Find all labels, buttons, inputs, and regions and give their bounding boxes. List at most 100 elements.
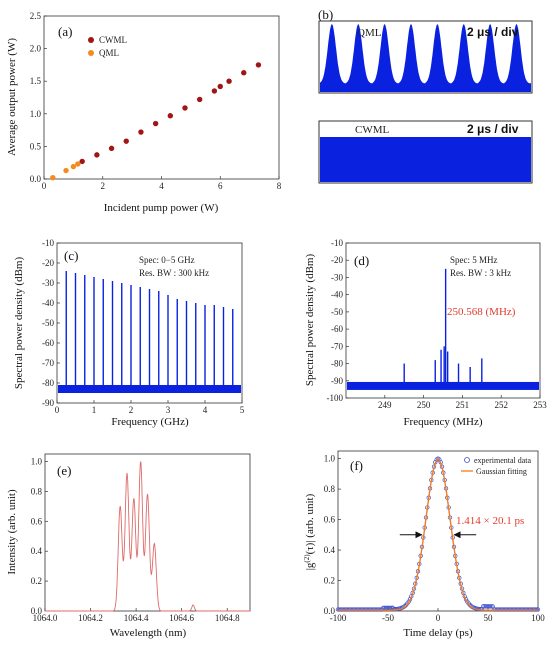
- data-point-cwml: [196, 96, 203, 103]
- y-tick-label: 1.0: [324, 454, 336, 464]
- y-tick-label: 0.5: [30, 141, 42, 151]
- x-axis-label: Wavelength (nm): [110, 627, 187, 639]
- panel-d: 249 250 251 252 253 -10 -20 -30 -40 -50 -60 -70 -80 -…: [304, 238, 547, 428]
- axes-frame: [43, 15, 280, 180]
- x-tick-label: 0: [436, 613, 441, 623]
- y-tick-label: -50: [331, 307, 343, 317]
- legend-label: experimental data: [474, 456, 532, 465]
- panel-f: -100 -50 0 50 100 0.0 0.2 0.4 0.6 0.8 1.0 (f) expe…: [303, 450, 545, 639]
- data-point-cwml: [226, 78, 232, 84]
- data-point-cwml: [79, 158, 85, 165]
- y-tick-label: 2.5: [30, 11, 42, 21]
- x-tick-label: 5: [240, 405, 245, 415]
- legend-marker-qml: [88, 50, 94, 56]
- x-tick-label: 1064.6: [169, 613, 194, 623]
- x-tick-label: 50: [484, 613, 494, 623]
- axes-frame: [345, 242, 541, 399]
- legend-marker-experimental: [464, 457, 470, 463]
- y-tick-label: -40: [331, 290, 343, 300]
- y-tick-label: -70: [331, 341, 343, 351]
- x-tick-label: 252: [494, 400, 508, 410]
- annotation-spec: Spec: 0−5 GHz: [139, 255, 195, 265]
- data-point-cwml: [211, 88, 218, 94]
- y-tick-label: -70: [42, 358, 54, 368]
- y-tick-label: -10: [331, 238, 343, 248]
- panel-b: (b) QML 2 μs / div CWML 2 μs / div: [318, 7, 533, 184]
- time-scale-label: 2 μs / div: [467, 122, 519, 136]
- annotation-resbw: Res. BW : 300 kHz: [139, 268, 209, 278]
- data-point-cwml: [138, 129, 144, 135]
- x-tick-label: 0: [42, 181, 47, 191]
- y-tick-label: -20: [331, 255, 343, 265]
- y-axis-label: Average output power (W): [6, 38, 18, 156]
- data-point-cwml: [255, 62, 262, 68]
- legend-label: QML: [99, 48, 119, 58]
- y-tick-label: 0.2: [31, 576, 42, 586]
- data-point-qml: [50, 174, 56, 181]
- x-tick-label: -100: [330, 613, 347, 623]
- cwml-trace: [320, 137, 531, 182]
- data-point-experimental: [483, 604, 489, 609]
- y-tick-label: 0.0: [31, 606, 43, 616]
- x-tick-label: 0: [55, 405, 60, 415]
- y-tick-label: -60: [331, 324, 343, 334]
- y-axis-label: Spectral power density (dBm): [304, 254, 316, 387]
- y-tick-label: -90: [331, 376, 343, 386]
- noise-floor-band: [347, 381, 539, 390]
- y-tick-label: 0.4: [324, 545, 336, 555]
- qml-pulse-trace: [320, 24, 531, 93]
- y-tick-label: 0.6: [324, 515, 336, 525]
- gaussian-fit-line: [338, 458, 538, 611]
- panel-label: (f): [350, 458, 363, 473]
- panel-label: (e): [57, 463, 71, 478]
- x-tick-label: 4: [159, 181, 164, 191]
- panel-label: (b): [318, 7, 333, 22]
- panel-a: 0 2 4 6 8 0.0 0.5 1.0 1.5 2.0 2.5 (a) CWML QML Inc…: [6, 11, 282, 214]
- y-tick-label: -90: [42, 398, 54, 408]
- y-tick-label: 0.0: [324, 606, 336, 616]
- data-point-experimental: [487, 604, 493, 609]
- y-tick-label: -20: [42, 258, 54, 268]
- x-tick-label: 100: [531, 613, 545, 623]
- x-tick-label: 8: [277, 181, 282, 191]
- trace-label: QML: [357, 27, 382, 39]
- y-tick-label: -30: [42, 278, 54, 288]
- x-axis-label: Frequency (MHz): [403, 416, 482, 428]
- y-axis-label: Intensity (arb. unit): [6, 489, 18, 575]
- x-tick-label: 253: [533, 400, 547, 410]
- data-point-qml: [75, 161, 81, 167]
- x-tick-label: 1064.8: [215, 613, 240, 623]
- x-tick-label: 250: [417, 400, 431, 410]
- data-point-experimental: [481, 604, 486, 609]
- x-tick-label: 2: [129, 405, 134, 415]
- y-tick-label: 0.4: [31, 546, 43, 556]
- panel-label: (c): [64, 248, 78, 263]
- annotation-resbw: Res. BW : 3 kHz: [450, 268, 511, 278]
- x-axis-label: Incident pump power (W): [104, 202, 219, 214]
- x-tick-label: 1064.2: [78, 613, 103, 623]
- fwhm-annotation: 1.414 × 20.1 ps: [456, 515, 524, 527]
- legend-label: CWML: [99, 35, 127, 45]
- y-tick-label: 1.5: [30, 76, 42, 86]
- data-point-cwml: [241, 70, 247, 76]
- data-point-experimental: [485, 604, 490, 609]
- x-tick-label: 3: [166, 405, 171, 415]
- data-point-experimental: [489, 604, 494, 609]
- panel-c: 0 1 2 3 4 5 -10 -20 -30 -40 -50 -60 -70 -80 -90 (c) Sp…: [13, 238, 245, 428]
- x-tick-label: 1064.0: [33, 613, 58, 623]
- panel-label: (d): [354, 253, 369, 268]
- y-tick-label: 0.0: [30, 174, 42, 184]
- x-tick-label: 1064.4: [124, 613, 149, 623]
- panel-e: 1064.0 1064.2 1064.4 1064.6 1064.8 0.0 0.2 0.4 0…: [6, 453, 251, 639]
- data-point-qml: [70, 163, 77, 170]
- x-axis-label: Time delay (ps): [403, 627, 473, 639]
- y-tick-label: -100: [327, 393, 344, 403]
- data-point-qml: [63, 167, 69, 174]
- x-tick-label: 249: [378, 400, 392, 410]
- x-tick-label: 6: [218, 181, 223, 191]
- data-point-cwml: [123, 138, 129, 144]
- data-point-cwml: [152, 120, 159, 127]
- spectrum-line: [45, 461, 250, 612]
- y-tick-label: 1.0: [30, 109, 42, 119]
